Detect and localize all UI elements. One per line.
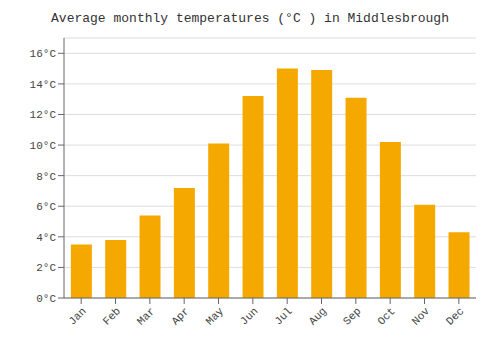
svg-text:Mar: Mar	[135, 305, 157, 327]
svg-text:Aug: Aug	[307, 305, 329, 327]
svg-text:Jul: Jul	[272, 305, 294, 327]
svg-text:Jun: Jun	[238, 305, 260, 327]
svg-text:8°C: 8°C	[36, 171, 56, 183]
svg-text:12°C: 12°C	[30, 109, 57, 121]
svg-text:May: May	[204, 305, 227, 328]
svg-text:Oct: Oct	[375, 305, 397, 327]
html-text:Average monthly temperatures (: Average monthly temperatures (°C ) in Mi…	[51, 11, 449, 26]
svg-text:2°C: 2°C	[36, 262, 56, 274]
svg-text:Dec: Dec	[444, 305, 466, 327]
svg-text:10°C: 10°C	[30, 140, 57, 152]
svg-text:Nov: Nov	[410, 305, 433, 328]
svg-text:Sep: Sep	[341, 305, 363, 327]
svg-text:6°C: 6°C	[36, 201, 56, 213]
svg-text:16°C: 16°C	[30, 48, 57, 60]
svg-text:4°C: 4°C	[36, 232, 56, 244]
svg-text:0°C: 0°C	[36, 293, 56, 305]
svg-text:Feb: Feb	[101, 305, 123, 327]
svg-text:Jan: Jan	[66, 305, 88, 327]
svg-text:Apr: Apr	[169, 305, 191, 327]
svg-text:14°C: 14°C	[30, 79, 57, 91]
